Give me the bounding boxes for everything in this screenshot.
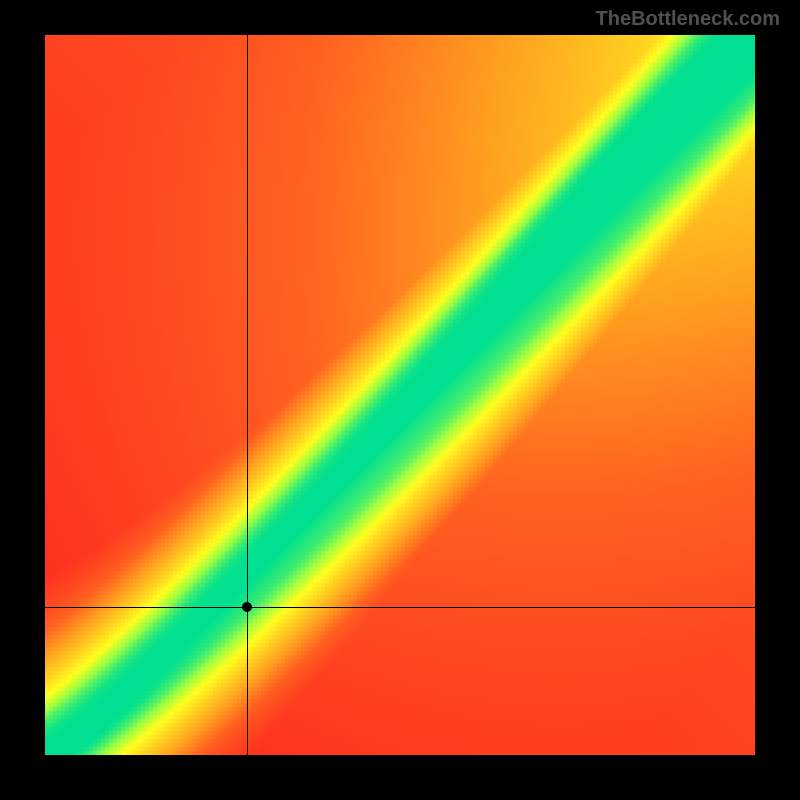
heatmap-chart	[45, 35, 755, 755]
crosshair-horizontal	[45, 607, 755, 608]
attribution-text: TheBottleneck.com	[596, 8, 780, 31]
crosshair-vertical	[247, 35, 248, 755]
heatmap-canvas	[45, 35, 755, 755]
crosshair-marker	[242, 602, 252, 612]
